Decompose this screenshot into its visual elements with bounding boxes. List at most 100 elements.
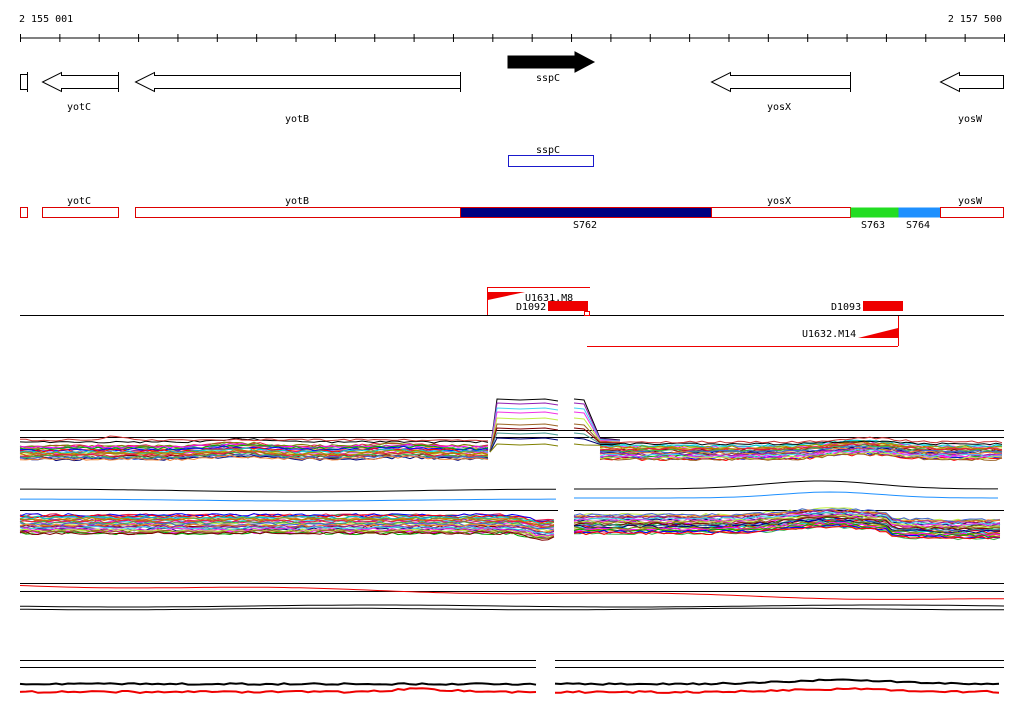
primer-D1092[interactable]: D1092 [516, 301, 590, 316]
gene-label-sspC: sspC [536, 73, 560, 84]
segment-S763[interactable] [850, 207, 899, 218]
primer-block-D1092[interactable] [548, 301, 588, 311]
profile-line [573, 398, 621, 441]
segment-label-S763: S763 [861, 220, 885, 231]
profile-line [573, 411, 621, 442]
profile-line [599, 451, 1003, 460]
profile-line [489, 423, 559, 453]
profile-line [489, 417, 559, 453]
profile-line [19, 687, 537, 695]
profile-line [19, 607, 1004, 611]
profile-line [19, 451, 489, 458]
profile-line [19, 682, 537, 686]
end-coordinate-label: 2 157 500 [947, 14, 1002, 25]
profile-line [599, 448, 1003, 458]
profile-line [20, 498, 556, 502]
gene-label-yosW: yosW [958, 114, 983, 125]
profile-line [574, 491, 998, 499]
profile-line [489, 432, 559, 453]
segment-S762[interactable] [460, 207, 712, 218]
gene-arrow-sspC[interactable] [507, 51, 596, 73]
primer-label-D1092: D1092 [516, 302, 546, 313]
gene-yotB[interactable]: yotB [134, 71, 461, 125]
segment-yosX[interactable] [711, 207, 851, 218]
gene-label-yosX: yosX [767, 102, 791, 113]
profile-line [573, 508, 1001, 522]
segment-label-yotB: yotB [285, 196, 309, 207]
profile-line [599, 441, 1003, 451]
segment-stub[interactable] [20, 207, 28, 218]
segment-label-yosW: yosW [958, 196, 983, 207]
primer-label-U1632-M14: U1632.M14 [802, 329, 856, 340]
gene-label-yotB: yotB [285, 114, 309, 125]
expression-profiles [19, 398, 1005, 695]
profile-line [574, 480, 998, 490]
primer-arrow-U1631-M8[interactable] [488, 292, 525, 300]
segment-label-yosX: yosX [767, 196, 791, 207]
gene-yosX[interactable]: yosX [710, 71, 851, 113]
segment-track: yotC yotB S762 yosX S763 S764 yosW [20, 196, 1004, 231]
segment-yosW[interactable] [940, 207, 1004, 218]
profile-line [573, 513, 1001, 528]
segment-yotC[interactable] [42, 207, 119, 218]
primer-block-D1093[interactable] [863, 301, 903, 311]
feature-box-sspC[interactable] [508, 155, 594, 167]
segment-yotB[interactable] [135, 207, 461, 218]
profile-line [489, 402, 559, 453]
gene-yotC[interactable]: yotC [41, 71, 119, 113]
profile-line [19, 585, 1004, 600]
segment-label-S764: S764 [906, 220, 930, 231]
profile-line [19, 454, 489, 462]
primer-U1631-M8[interactable]: U1631.M8 [487, 287, 590, 315]
profile-line [19, 437, 489, 444]
primer-arrow-U1632-M14[interactable] [858, 328, 898, 338]
profile-line [573, 519, 1001, 534]
profile-line [19, 451, 489, 459]
profile-line [573, 432, 621, 445]
gene-sspC[interactable]: sspC [507, 51, 596, 84]
profile-line [599, 443, 1003, 452]
profile-line [573, 427, 621, 444]
segment-S764[interactable] [898, 207, 941, 218]
profile-line [554, 687, 1000, 694]
profile-line [19, 516, 555, 526]
primer-D1093[interactable]: D1093 [831, 301, 903, 313]
segment-label-S762: S762 [573, 220, 597, 231]
gene-yosW[interactable]: yosW [939, 71, 1004, 126]
profile-line [573, 437, 621, 445]
profile-line [554, 678, 1000, 686]
feature-track: sspC [508, 145, 594, 167]
profile-line [19, 519, 555, 529]
profile-line [573, 509, 1001, 525]
profile-line [19, 528, 555, 538]
profile-line [20, 488, 556, 493]
profile-line [19, 529, 555, 540]
profile-line [19, 531, 555, 541]
gene-track: yotC yotB sspC yosX yosW [20, 51, 1004, 126]
primer-label-D1093: D1093 [831, 302, 861, 313]
gene-arrow-yosX[interactable] [710, 71, 851, 93]
profile-line [19, 448, 489, 456]
primer-end-marker-D1092 [584, 311, 590, 316]
profile-line [573, 520, 1001, 535]
profile-line [19, 447, 489, 453]
partial-gene-stub[interactable] [20, 74, 28, 90]
profile-line [489, 443, 559, 453]
primer-U1632-M14[interactable]: U1632.M14 [587, 316, 899, 347]
primer-track: U1631.M8 D1092 D1093 U1632.M14 [20, 287, 1004, 347]
profile-line [573, 525, 1001, 540]
segment-label-yotC: yotC [67, 196, 91, 207]
profile-line [489, 427, 559, 453]
profile-line [573, 514, 1001, 530]
profile-line [573, 407, 621, 442]
profile-line [19, 444, 489, 451]
profile-line [19, 520, 555, 530]
feature-label-sspC: sspC [536, 145, 560, 156]
gene-label-yotC: yotC [67, 102, 91, 113]
start-coordinate-label: 2 155 001 [19, 14, 74, 25]
gene-arrow-yosW[interactable] [939, 71, 1004, 93]
profile-line [599, 440, 1003, 446]
gene-arrow-yotC[interactable] [41, 71, 119, 93]
gene-arrow-yotB[interactable] [134, 71, 461, 93]
profile-line [489, 411, 559, 453]
